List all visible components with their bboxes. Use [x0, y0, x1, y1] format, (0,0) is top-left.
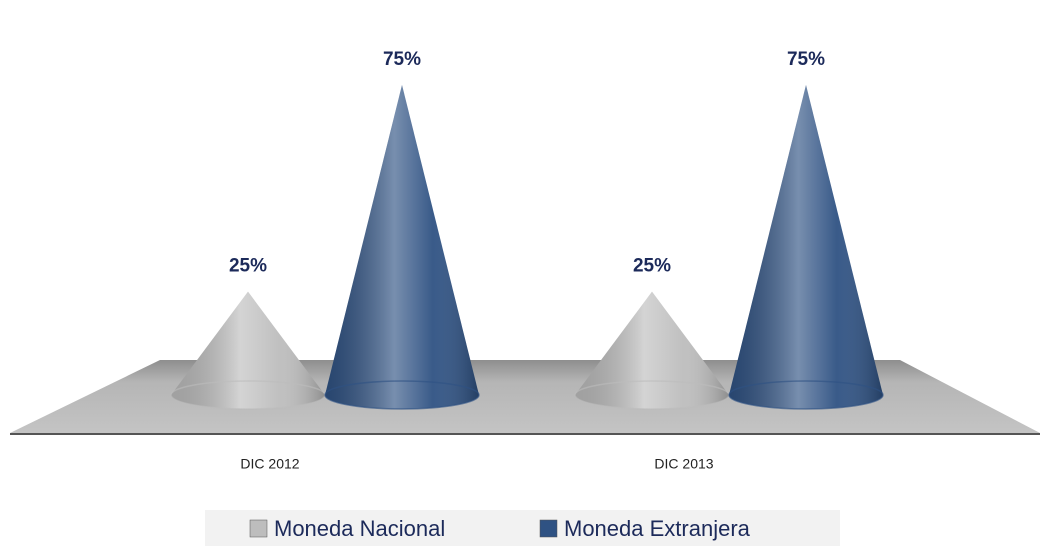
x-tick-label: DIC 2012 — [240, 456, 299, 472]
value-label: 25% — [229, 256, 267, 277]
cone-base — [324, 380, 480, 410]
cone-shading — [171, 291, 325, 409]
legend-box — [205, 510, 840, 546]
legend-swatch — [539, 519, 558, 538]
value-label: 75% — [787, 49, 825, 70]
cone-shading — [575, 291, 729, 409]
cone-base — [728, 380, 884, 410]
legend-swatch — [249, 519, 268, 538]
value-label: 75% — [383, 49, 421, 70]
x-tick-label: DIC 2013 — [654, 456, 713, 472]
value-label: 25% — [633, 256, 671, 277]
cone-shading — [325, 85, 479, 409]
cone-shading — [729, 85, 883, 409]
legend-label: Moneda Nacional — [274, 516, 445, 541]
floor — [10, 360, 1040, 433]
legend-label: Moneda Extranjera — [564, 516, 751, 541]
